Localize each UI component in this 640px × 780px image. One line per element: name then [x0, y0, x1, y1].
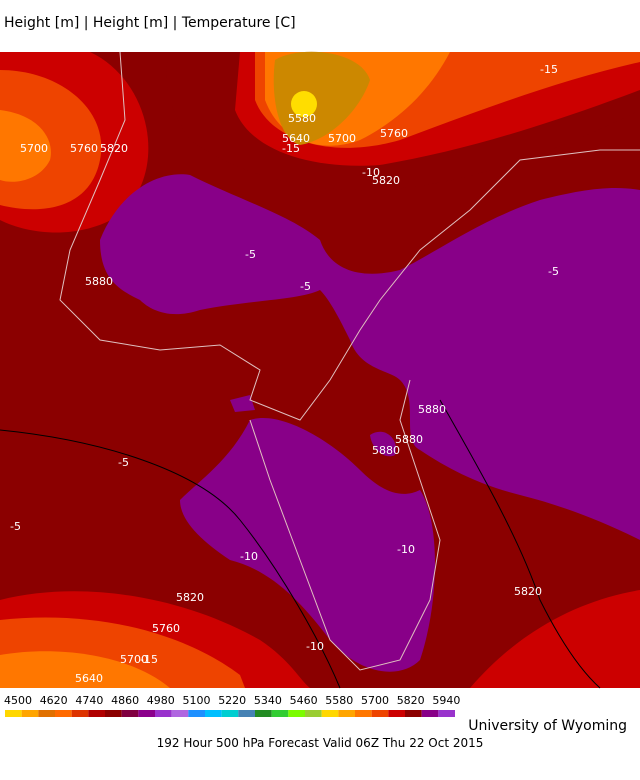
contour-label: -15: [540, 63, 558, 76]
credit: University of Wyoming: [468, 718, 627, 734]
colorbar-swatch: [5, 710, 22, 717]
isotherm: [0, 429, 341, 689]
coastline: [59, 51, 640, 421]
colorbar-label: 5100: [183, 694, 211, 707]
zone: [370, 431, 396, 457]
zone: [100, 174, 640, 540]
contour-label: -15: [140, 653, 158, 666]
colorbar-label: 5820: [397, 694, 425, 707]
colorbar-label: 5220: [218, 694, 246, 707]
colorbar-label: 5940: [432, 694, 460, 707]
contour-label: 5640: [282, 132, 310, 145]
colorbar-swatch: [38, 710, 55, 717]
colorbar-swatch: [105, 710, 122, 717]
contour-label: 5700: [328, 132, 356, 145]
contour-label: -5: [245, 248, 256, 261]
zone: [470, 590, 640, 688]
colorbar: 4500 4620 4740 4860 4980 5100 5220 5340 5460 5580…: [4, 694, 460, 717]
contour-label: 5760: [70, 142, 98, 155]
colorbar-label: 4980: [147, 694, 175, 707]
colorbar-swatch: [288, 710, 305, 717]
zone: [0, 110, 51, 182]
colorbar-swatch: [71, 710, 89, 717]
colorbar-label: 4860: [111, 694, 139, 707]
colorbar-swatch: [271, 710, 289, 717]
colorbar-label: 5580: [325, 694, 353, 707]
colorbar-swatch: [171, 710, 189, 717]
zone: [180, 418, 435, 672]
colorbar-swatch: [321, 710, 339, 717]
colorbar-swatch: [205, 710, 222, 717]
colorbar-label: 4620: [40, 694, 68, 707]
contour-label: 5820: [100, 142, 128, 155]
colorbar-swatch: [355, 710, 372, 717]
contour-label: -15: [282, 142, 300, 155]
colorbar-swatch: [338, 710, 355, 717]
zone: [291, 91, 317, 117]
colorbar-swatch: [255, 710, 272, 717]
contour-label: -10: [362, 166, 380, 179]
colorbar-swatch: [138, 710, 155, 717]
colorbar-label: 4740: [75, 694, 103, 707]
contour-label: 5760: [380, 127, 408, 140]
colorbar-swatch: [88, 710, 105, 717]
contour-label: 5820: [514, 585, 542, 598]
contour-label: -10: [306, 640, 324, 653]
contour-label: 5640: [75, 672, 103, 685]
contour-label: 5820: [176, 591, 204, 604]
colorbar-swatch: [155, 710, 172, 717]
colorbar-swatch: [121, 710, 139, 717]
colorbar-swatch: [221, 710, 239, 717]
caption: 192 Hour 500 hPa Forecast Valid 06Z Thu …: [157, 736, 484, 750]
colorbar-label: 4500: [4, 694, 32, 707]
contour-label: 5820: [372, 174, 400, 187]
zone: [273, 51, 370, 145]
colorbar-swatch: [371, 710, 389, 717]
contour-label: 5700: [20, 142, 48, 155]
zone: [230, 395, 255, 412]
isotherm: [439, 399, 601, 689]
contour-label: -5: [548, 265, 559, 278]
contour-label: 5880: [418, 403, 446, 416]
colorbar-swatch: [21, 710, 39, 717]
colorbar-swatch: [421, 710, 439, 717]
contour-label: -10: [240, 550, 258, 563]
contour-label: 5880: [372, 444, 400, 457]
coastline: [249, 379, 441, 671]
colorbar-swatch: [305, 710, 322, 717]
colorbar-swatch: [238, 710, 255, 717]
colorbar-label: 5700: [361, 694, 389, 707]
colorbar-label: 5460: [290, 694, 318, 707]
contour-label: 5760: [152, 622, 180, 635]
contour-label: 5880: [85, 275, 113, 288]
contour-label: -10: [397, 543, 415, 556]
title: Height [m] | Height [m] | Temperature [C…: [4, 15, 296, 31]
contour-label: 5880: [395, 433, 423, 446]
contour-label: 5580: [288, 112, 316, 125]
colorbar-swatch: [438, 710, 455, 717]
colorbar-swatch: [55, 710, 72, 717]
colorbar-label: 5340: [254, 694, 282, 707]
colorbar-swatch: [405, 710, 422, 717]
contour-label: -5: [118, 456, 129, 469]
colorbar-swatch: [188, 710, 205, 717]
colorbar-swatch: [388, 710, 405, 717]
zone: [0, 651, 170, 688]
contour-label: -5: [10, 520, 21, 533]
contour-label: -5: [300, 280, 311, 293]
contour-label: 5700: [120, 653, 148, 666]
